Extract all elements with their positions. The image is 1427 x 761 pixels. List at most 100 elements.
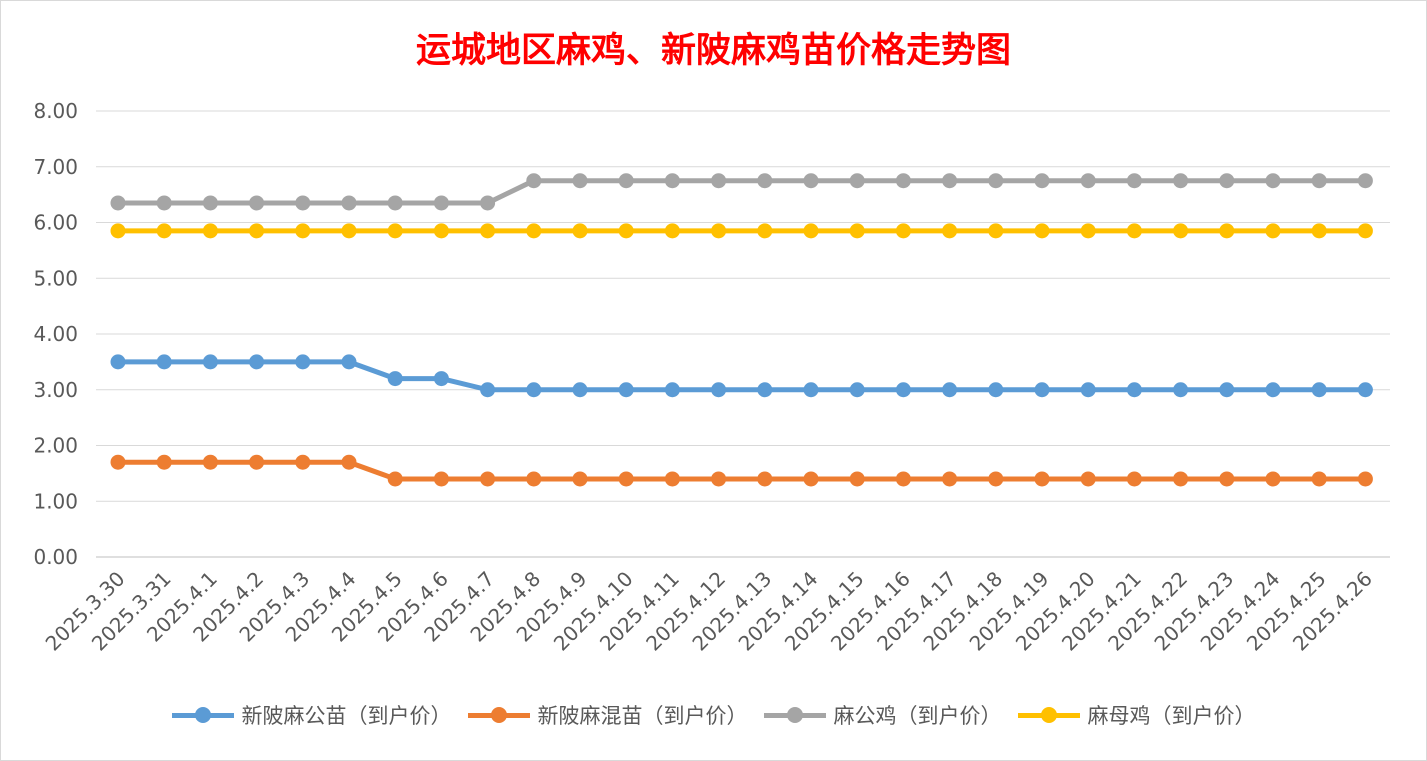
data-point <box>664 173 680 189</box>
data-point <box>1357 382 1373 398</box>
data-point <box>433 223 449 239</box>
data-point <box>988 471 1004 487</box>
data-point <box>1265 471 1281 487</box>
data-point <box>618 382 634 398</box>
series-line <box>115 459 1368 482</box>
series-2 <box>110 173 1373 211</box>
legend-marker <box>1017 705 1080 725</box>
data-point <box>110 354 126 370</box>
data-point <box>295 454 311 470</box>
series-line <box>115 178 1368 206</box>
data-point <box>849 471 865 487</box>
data-point <box>341 454 357 470</box>
data-point <box>895 382 911 398</box>
data-point <box>387 471 403 487</box>
data-point <box>572 382 588 398</box>
data-point <box>156 195 172 211</box>
data-point <box>757 223 773 239</box>
data-point <box>387 371 403 387</box>
data-point <box>341 195 357 211</box>
legend-marker <box>763 705 826 725</box>
series-3 <box>110 223 1373 239</box>
data-point <box>249 454 265 470</box>
data-point <box>1265 382 1281 398</box>
data-point <box>988 173 1004 189</box>
data-point <box>711 471 727 487</box>
legend: 新陂麻公苗（到户价） 新陂麻混苗（到户价） 麻公鸡（到户价） 麻母鸡（到户价） <box>0 700 1427 730</box>
data-point <box>757 382 773 398</box>
data-point <box>1126 173 1142 189</box>
data-point <box>1126 471 1142 487</box>
data-point <box>1357 471 1373 487</box>
data-point <box>1034 223 1050 239</box>
data-point <box>1219 382 1235 398</box>
data-point <box>895 471 911 487</box>
data-point <box>433 471 449 487</box>
data-point <box>849 223 865 239</box>
y-tick-label: 3.00 <box>33 378 78 402</box>
data-point <box>526 173 542 189</box>
data-point <box>1034 382 1050 398</box>
data-point <box>156 223 172 239</box>
data-point <box>1219 173 1235 189</box>
data-point <box>664 223 680 239</box>
data-point <box>1265 173 1281 189</box>
data-point <box>202 354 218 370</box>
data-point <box>803 382 819 398</box>
data-point <box>295 354 311 370</box>
legend-item: 新陂麻混苗（到户价） <box>467 700 748 730</box>
data-point <box>572 173 588 189</box>
data-point <box>387 223 403 239</box>
data-point <box>295 195 311 211</box>
legend-label: 麻母鸡（到户价） <box>1087 704 1256 728</box>
data-point <box>942 471 958 487</box>
data-point <box>433 195 449 211</box>
legend-item: 麻母鸡（到户价） <box>1017 700 1256 730</box>
data-point <box>803 471 819 487</box>
data-point <box>480 382 496 398</box>
y-tick-label: 8.00 <box>33 99 78 123</box>
data-point <box>110 195 126 211</box>
data-point <box>1080 382 1096 398</box>
series-1 <box>110 454 1373 487</box>
data-point <box>1311 173 1327 189</box>
data-point <box>988 223 1004 239</box>
data-point <box>202 195 218 211</box>
data-point <box>711 382 727 398</box>
legend-marker <box>467 705 530 725</box>
legend-item: 新陂麻公苗（到户价） <box>171 700 452 730</box>
data-point <box>849 382 865 398</box>
legend-item: 麻公鸡（到户价） <box>763 700 1002 730</box>
data-point <box>1126 223 1142 239</box>
data-point <box>1173 223 1189 239</box>
data-point <box>1080 471 1096 487</box>
data-point <box>572 223 588 239</box>
data-point <box>1126 382 1142 398</box>
data-point <box>156 454 172 470</box>
data-point <box>1219 471 1235 487</box>
data-point <box>618 173 634 189</box>
data-point <box>526 471 542 487</box>
data-point <box>849 173 865 189</box>
legend-marker <box>171 705 234 725</box>
data-point <box>387 195 403 211</box>
data-point <box>249 195 265 211</box>
data-point <box>526 382 542 398</box>
data-point <box>433 371 449 387</box>
y-tick-label: 1.00 <box>33 489 78 513</box>
data-point <box>480 471 496 487</box>
data-point <box>1080 223 1096 239</box>
data-point <box>572 471 588 487</box>
data-point <box>1173 382 1189 398</box>
data-point <box>1080 173 1096 189</box>
data-point <box>1034 471 1050 487</box>
data-point <box>249 354 265 370</box>
data-point <box>664 471 680 487</box>
y-tick-label: 2.00 <box>33 434 78 458</box>
data-point <box>988 382 1004 398</box>
y-tick-label: 5.00 <box>33 266 78 290</box>
data-point <box>803 173 819 189</box>
data-point <box>942 382 958 398</box>
data-point <box>1219 223 1235 239</box>
